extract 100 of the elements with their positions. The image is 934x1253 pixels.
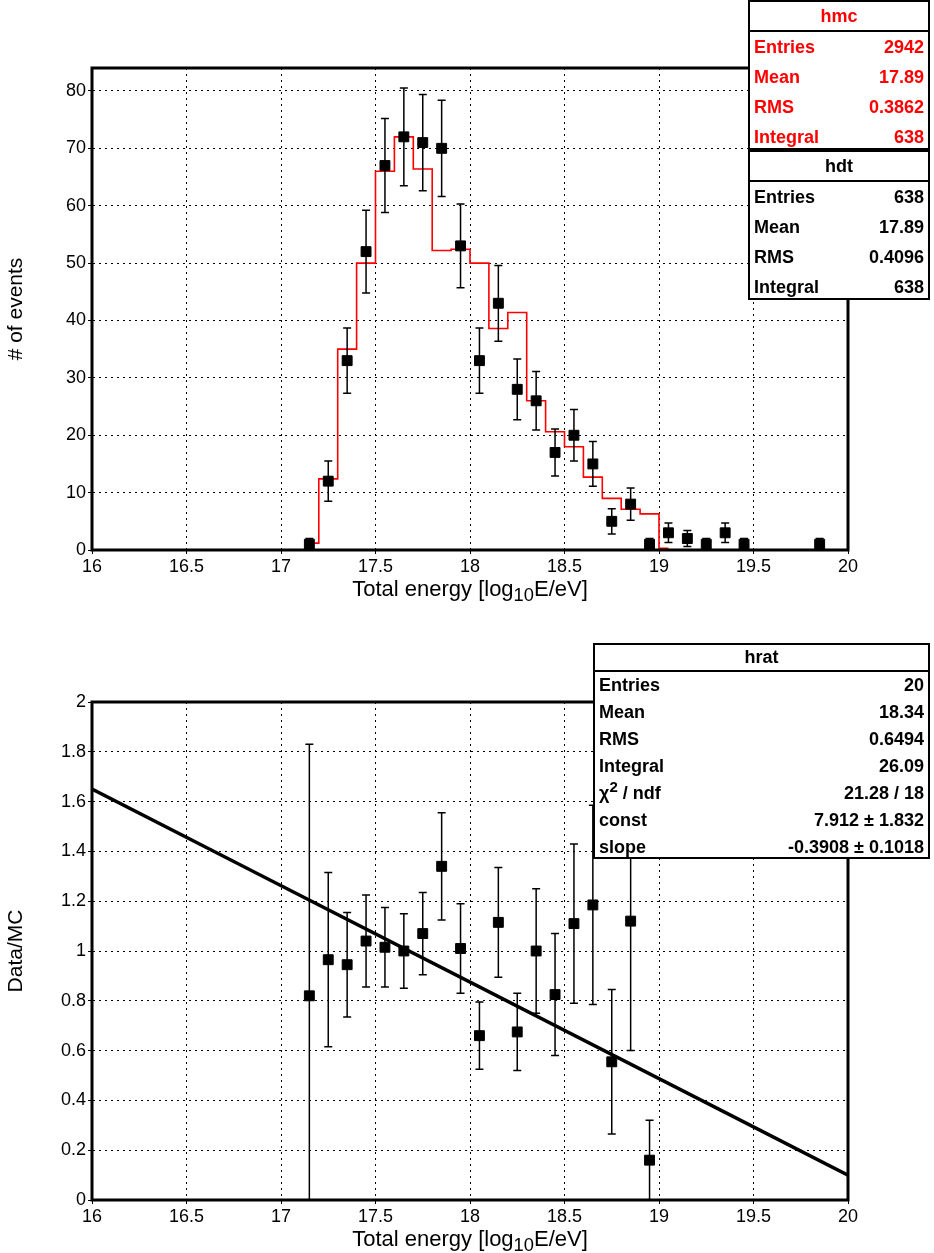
point: [474, 355, 485, 367]
y-tick-label: 0.8: [60, 989, 86, 1010]
x-tick-label: 16.5: [168, 1205, 205, 1226]
point: [644, 1154, 655, 1166]
point: [379, 941, 391, 953]
point: [492, 916, 504, 928]
x-tick-label: 17.5: [357, 555, 394, 576]
point: [455, 240, 466, 252]
y-tick-label: 1.8: [60, 740, 86, 761]
y-tick-label: 2: [75, 690, 86, 711]
y-axis-title: Data/MC: [3, 909, 27, 993]
annotation: Mean: [754, 216, 801, 239]
y-tick-label: 10: [65, 481, 86, 502]
point: [303, 990, 315, 1002]
annotation: 7.912 ± 1.832: [814, 809, 924, 832]
text: 20: [903, 674, 924, 697]
point: [360, 246, 372, 258]
text: hmc: [750, 2, 928, 32]
y-tick-label: 0.2: [60, 1139, 86, 1160]
text: Entries: [754, 36, 816, 59]
point: [663, 527, 674, 539]
text: 17.89: [878, 216, 924, 239]
annotation: RMS: [754, 246, 794, 269]
annotation: Entries: [754, 186, 816, 209]
annotation: -0.3908 ± 0.1018: [788, 836, 924, 859]
x-axis-title: Total energy [log$_{10}$E/eV]: [351, 576, 589, 606]
text: 0.3862: [868, 96, 924, 119]
x-tick-label: 19: [648, 1205, 670, 1226]
text: 638: [893, 276, 924, 299]
y-tick-label: 70: [65, 137, 86, 158]
point: [511, 383, 523, 395]
point: [436, 860, 448, 872]
point: [587, 458, 599, 470]
y-tick-label: 0.4: [60, 1089, 86, 1110]
point: [322, 475, 334, 487]
annotation: χ$^{2}$ / ndf: [599, 778, 661, 805]
point: [436, 142, 448, 154]
x-tick-label: 20: [837, 555, 859, 576]
x-tick-label: 19.5: [735, 555, 772, 576]
x-tick-label: 17.5: [357, 1205, 394, 1226]
annotation: RMS: [599, 728, 639, 751]
annotation: hdt: [750, 152, 928, 182]
annotation: RMS: [754, 96, 794, 119]
y-tick-label: 50: [65, 252, 86, 273]
point: [322, 954, 334, 966]
point: [474, 1030, 485, 1042]
point: [398, 945, 410, 957]
y-axis-title: # of events: [3, 257, 27, 361]
text: 0.4096: [868, 246, 924, 269]
point: [530, 945, 542, 957]
x-tick-label: 18: [459, 555, 481, 576]
x-axis-title: Total energy [log$_{10}$E/eV]: [351, 1226, 589, 1253]
text: 17.89: [878, 66, 924, 89]
annotation: 21.28 / 18: [843, 782, 924, 805]
text: 0.6494: [868, 728, 924, 751]
x-tick-label: 18: [459, 1205, 481, 1226]
annotation: Integral: [754, 126, 820, 149]
y-tick-label: 1: [75, 939, 86, 960]
x-tick-label: 18.5: [546, 1205, 583, 1226]
point: [587, 899, 599, 911]
y-tick-label: 40: [65, 309, 86, 330]
text: 2942: [883, 36, 924, 59]
x-tick-label: 18.5: [546, 555, 583, 576]
y-tick-label: 30: [65, 366, 86, 387]
point: [568, 918, 580, 930]
x-tick-label: 19: [648, 555, 670, 576]
annotation: const: [599, 809, 648, 832]
point: [568, 429, 580, 441]
text: hrat: [595, 645, 928, 672]
y-tick-label: 0.6: [60, 1039, 86, 1060]
text: 638: [893, 126, 924, 149]
point: [625, 498, 637, 510]
text: 26.09: [878, 755, 924, 778]
x-tick-label: 20: [837, 1205, 859, 1226]
annotation: Mean: [599, 701, 646, 724]
annotation: Mean: [754, 66, 801, 89]
text: Entries: [599, 674, 661, 697]
point: [379, 160, 391, 171]
y-tick-label: 1.2: [60, 890, 86, 911]
annotation: slope: [599, 836, 647, 859]
point: [549, 989, 561, 1001]
point: [511, 1026, 523, 1038]
x-tick-label: 17: [270, 1205, 292, 1226]
point: [492, 297, 504, 309]
point: [549, 447, 561, 458]
text: 18.34: [878, 701, 924, 724]
point: [360, 935, 372, 947]
text: 638: [893, 186, 924, 209]
y-tick-label: 20: [65, 424, 86, 445]
point: [625, 915, 637, 927]
y-tick-label: 1.4: [60, 840, 86, 861]
x-tick-label: 16.5: [168, 555, 205, 576]
annotation: Integral: [599, 756, 665, 776]
x-tick-label: 19.5: [735, 1205, 772, 1226]
y-tick-label: 80: [65, 79, 86, 100]
point: [681, 533, 693, 544]
annotation: Integral: [754, 276, 820, 299]
y-tick-label: 60: [65, 194, 86, 215]
x-tick-label: 17: [270, 555, 292, 576]
y-tick-label: 1.6: [60, 790, 86, 811]
